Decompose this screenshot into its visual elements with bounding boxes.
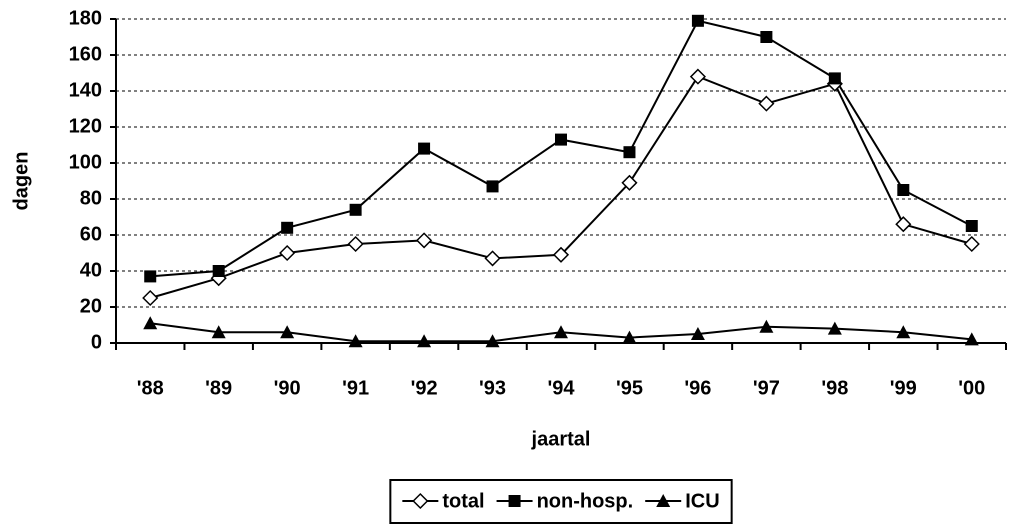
legend-box <box>389 479 733 524</box>
y-tick-label: 100 <box>69 151 102 173</box>
y-axis-label: dagen <box>10 152 32 211</box>
point <box>690 327 705 340</box>
x-tick-label: '95 <box>616 377 643 399</box>
point <box>279 244 296 262</box>
point <box>554 325 568 339</box>
x-tick-label: '93 <box>479 377 506 399</box>
x-tick-label: '99 <box>890 377 917 399</box>
y-tick-label: 140 <box>69 79 102 101</box>
x-tick-label: '92 <box>411 377 438 399</box>
point <box>965 220 978 232</box>
point <box>417 334 432 348</box>
x-tick-label: '96 <box>684 377 711 399</box>
point <box>963 235 980 253</box>
point <box>486 180 499 193</box>
point <box>418 142 431 155</box>
point <box>142 289 159 307</box>
x-tick-label: '90 <box>274 377 301 399</box>
legend-label: ICU <box>685 490 719 512</box>
point <box>760 31 773 43</box>
point <box>758 95 775 112</box>
point <box>416 232 433 249</box>
legend: total non-hosp. ICU <box>389 479 733 524</box>
point <box>691 14 704 27</box>
x-axis-label: jaartal <box>531 428 591 450</box>
point <box>484 250 501 267</box>
point <box>485 334 500 348</box>
legend-label: total <box>442 490 484 512</box>
point <box>552 246 570 263</box>
point <box>623 146 636 159</box>
point <box>280 325 295 339</box>
y-tick-label: 120 <box>69 115 102 137</box>
point <box>964 332 979 346</box>
legend-marker <box>412 492 429 510</box>
point <box>349 203 362 216</box>
point <box>689 68 706 85</box>
y-tick-label: 40 <box>80 259 102 281</box>
legend-marker <box>508 495 521 507</box>
legend-label: non-hosp. <box>537 490 634 512</box>
x-tick-label: '98 <box>821 377 848 399</box>
x-tick-label: '97 <box>753 377 780 399</box>
point <box>555 133 567 146</box>
point <box>144 270 157 283</box>
point <box>759 319 774 333</box>
y-tick-label: 60 <box>80 223 102 245</box>
point <box>211 325 226 339</box>
legend-marker <box>656 494 671 507</box>
point <box>622 330 637 344</box>
point <box>621 174 638 191</box>
x-tick-label: '88 <box>137 377 164 399</box>
x-tick-label: '89 <box>205 377 232 399</box>
point <box>895 216 912 233</box>
point <box>143 316 158 330</box>
series-line <box>149 75 973 299</box>
point <box>827 321 842 335</box>
x-tick-label: '00 <box>958 377 985 399</box>
series-line <box>150 19 973 278</box>
point <box>347 235 364 253</box>
point <box>281 221 294 234</box>
y-tick-label: 20 <box>80 295 102 317</box>
y-tick-label: 180 <box>69 7 102 29</box>
point <box>897 184 910 196</box>
point <box>212 265 225 277</box>
y-tick-label: 80 <box>80 187 102 209</box>
y-tick-label: 0 <box>91 331 102 353</box>
point <box>348 334 363 348</box>
x-tick-label: '91 <box>342 377 369 399</box>
point <box>828 72 841 85</box>
x-tick-label: '94 <box>547 377 575 399</box>
point <box>896 325 911 339</box>
y-tick-label: 160 <box>69 43 102 65</box>
